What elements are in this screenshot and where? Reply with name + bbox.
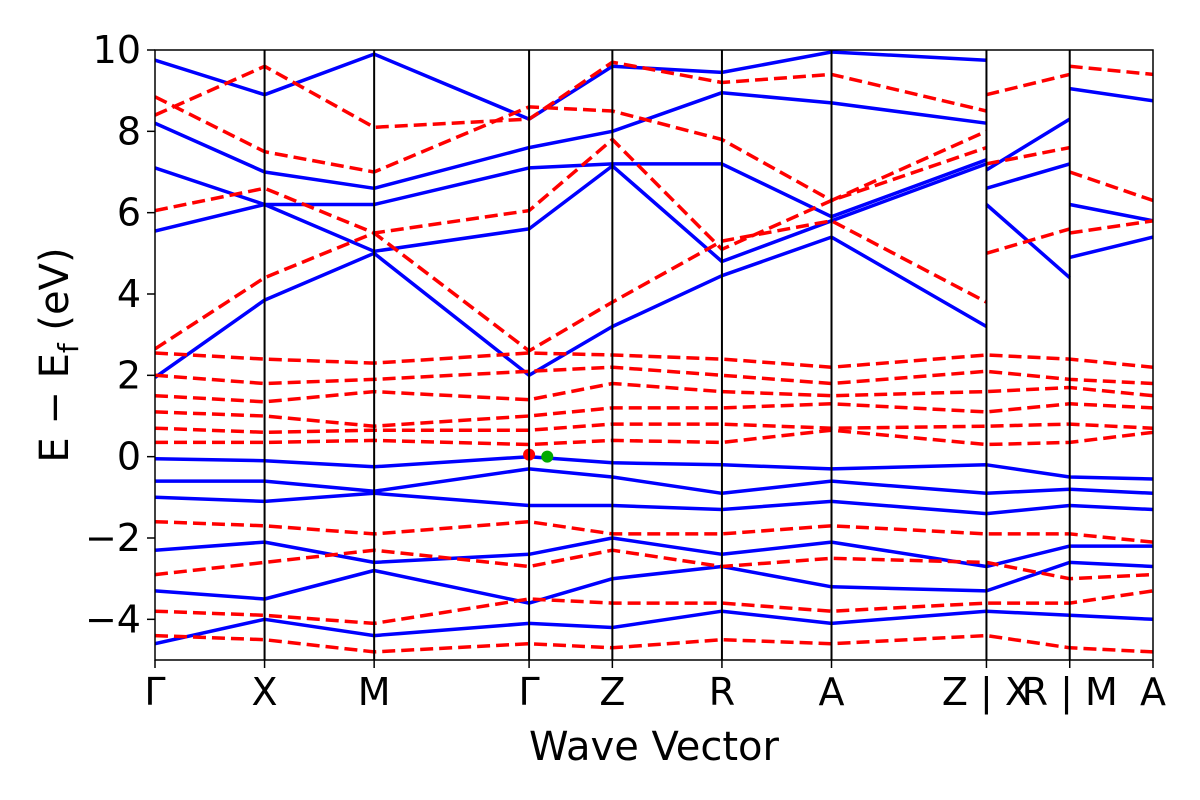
dashed-band-11 — [155, 365, 1153, 386]
solid-band-13 — [155, 491, 1153, 516]
dashed-band-12 — [155, 381, 1153, 404]
x-tick-label-8: R | M — [1022, 670, 1118, 715]
x-tick-label-0: Γ — [144, 670, 165, 714]
y-axis-label-subscript: f — [52, 342, 85, 353]
dashed-band-4 — [985, 72, 1071, 97]
x-tick-label-2: M — [358, 670, 391, 714]
solid-band-3 — [155, 90, 987, 191]
dashed-band-2 — [155, 95, 988, 203]
dashed-band-6 — [985, 227, 1071, 255]
band-marker-1 — [541, 450, 554, 463]
y-tick-label-1: −2 — [85, 516, 141, 560]
x-tick-label-7: Z | X — [942, 670, 1031, 715]
dashed-band-7 — [1069, 219, 1153, 235]
dashed-band-0 — [155, 219, 988, 353]
dashed-band-9 — [1069, 64, 1153, 77]
y-axis-label-unit: (eV) — [32, 247, 78, 343]
y-tick-label-4: 4 — [117, 272, 141, 316]
x-tick-label-6: A — [819, 670, 845, 714]
x-tick-label-9: A — [1140, 670, 1166, 714]
dashed-band-1 — [155, 137, 987, 252]
x-tick-label-3: Γ — [518, 670, 539, 714]
y-tick-label-2: 0 — [117, 435, 141, 479]
solid-band-9 — [1069, 202, 1153, 223]
solid-band-15 — [155, 560, 1153, 605]
solid-band-10 — [1069, 86, 1153, 103]
solid-band-1 — [155, 162, 988, 264]
dashed-band-13 — [155, 402, 1153, 428]
x-axis-ticks: Γ X M Γ Z R A Z | XR | M A — [144, 660, 1166, 715]
y-tick-label-7: 10 — [93, 28, 141, 72]
y-axis-label: E − Ef (eV) — [32, 247, 85, 462]
y-tick-label-3: 2 — [117, 353, 141, 397]
solid-band-5 — [985, 162, 1071, 190]
dashed-band-5 — [986, 145, 1071, 166]
solid-band-16 — [155, 609, 1153, 646]
y-tick-label-6: 8 — [117, 109, 141, 153]
high-symmetry-lines — [263, 50, 1071, 660]
solid-band-0 — [155, 235, 988, 379]
solid-band-11 — [155, 454, 1153, 481]
y-axis-ticks: −4 −2 0 2 4 6 8 10 — [85, 28, 155, 641]
x-axis-label: Wave Vector — [529, 724, 780, 770]
solid-band-7 — [985, 117, 1071, 172]
x-tick-label-5: R — [709, 670, 735, 714]
y-axis-label-main: E − E — [32, 353, 78, 463]
solid-band-14 — [155, 536, 1153, 569]
dashed-band-10 — [155, 351, 1153, 369]
y-tick-label-5: 6 — [117, 191, 141, 235]
solid-band-8 — [1069, 235, 1153, 260]
y-tick-label-0: −4 — [85, 597, 141, 641]
x-tick-label-1: X — [252, 670, 278, 714]
dashed-band-8 — [1069, 170, 1153, 203]
x-tick-label-4: Z — [599, 670, 625, 714]
plot-frame — [154, 49, 1154, 661]
dashed-band-15 — [155, 428, 1153, 447]
dashed-band-16 — [155, 519, 1153, 544]
dashed-band-19 — [155, 633, 1153, 654]
solid-band-12 — [155, 467, 1153, 496]
dashed-band-18 — [155, 589, 1153, 626]
dashed-band-3 — [155, 60, 987, 130]
bands-layer — [155, 50, 1153, 654]
dashed-band-14 — [155, 422, 1153, 435]
dashed-band-17 — [155, 548, 1153, 581]
